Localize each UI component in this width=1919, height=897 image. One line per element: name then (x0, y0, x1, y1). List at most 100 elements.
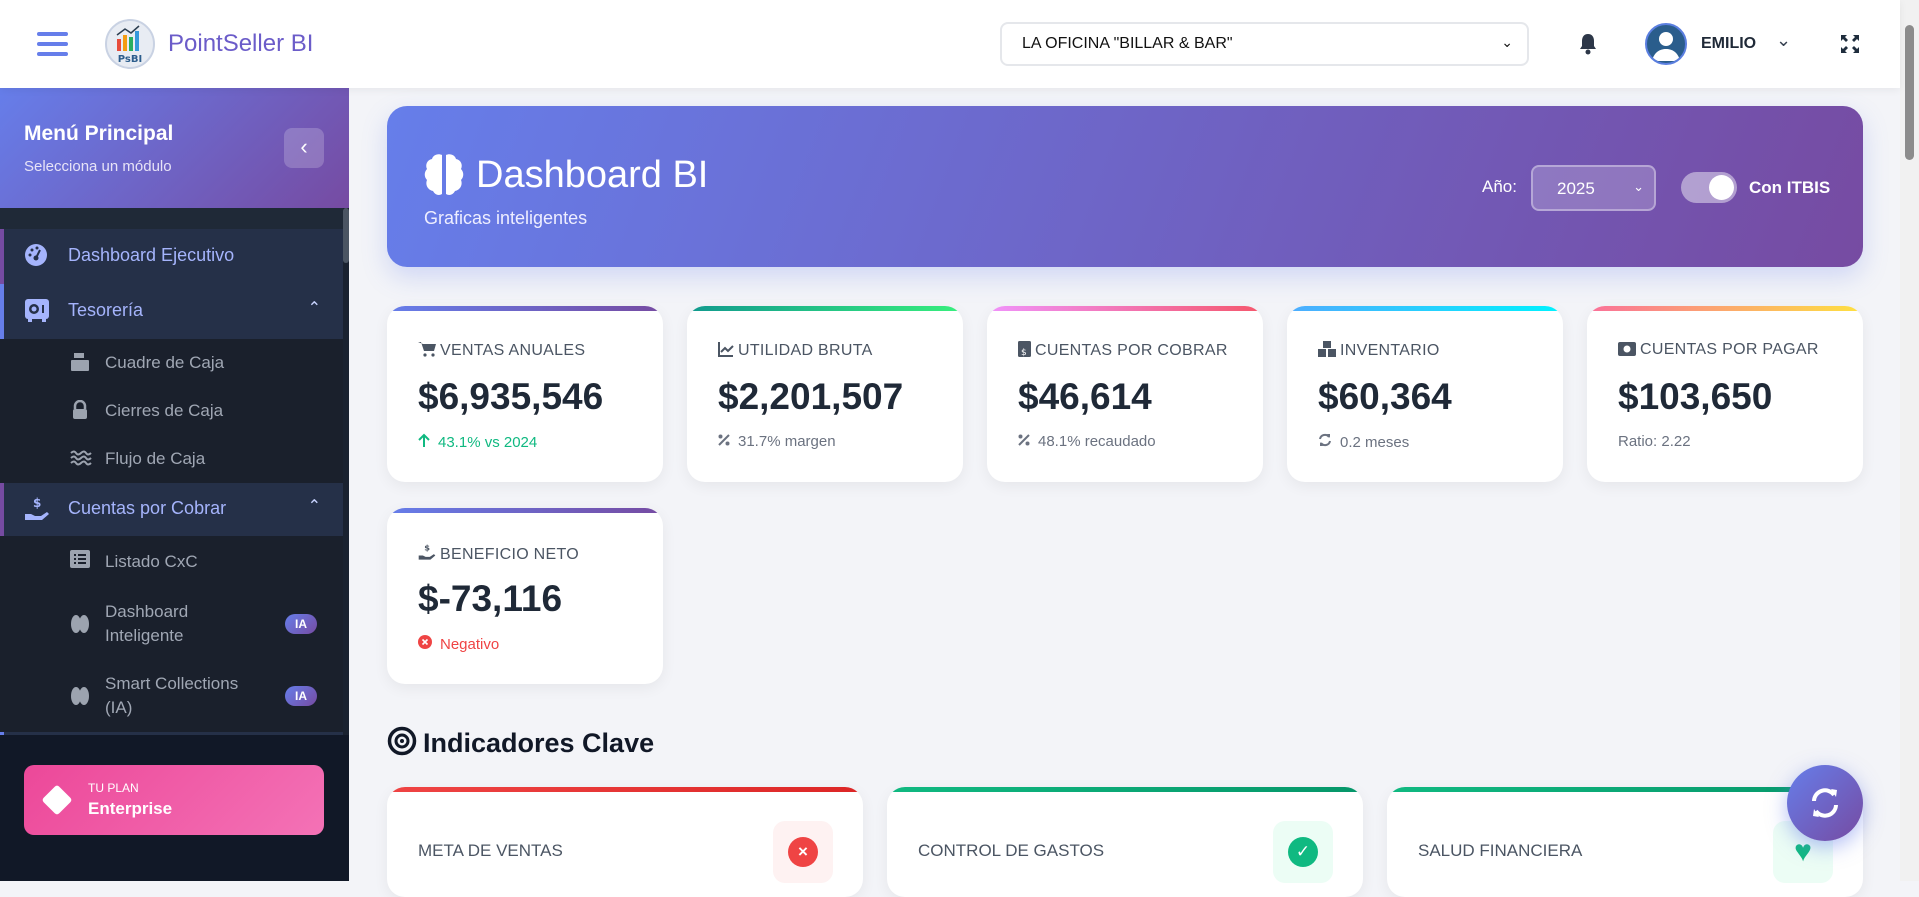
sync-icon (1318, 433, 1332, 451)
card-accent-bar (687, 306, 963, 311)
sidebar-scrollbar[interactable] (343, 208, 349, 735)
invoice-dollar-icon: $ (1018, 341, 1035, 359)
kpi-card: $ CUENTAS POR COBRAR $46,614 48.1% recaud… (987, 306, 1263, 482)
sidebar-header: Menú Principal Selecciona un módulo ‹ (0, 88, 349, 208)
itbis-toggle-label: Con ITBIS (1749, 178, 1831, 197)
kpi-subtext-value: 0.2 meses (1340, 434, 1410, 451)
page-scrollbar[interactable] (1900, 0, 1919, 881)
percent-icon (718, 433, 730, 450)
sidebar-item-tesoreria[interactable]: Tesorería ⌃ (0, 284, 343, 339)
sidebar-menu: Dashboard Ejecutivo Tesorería ⌃ Cuadre d… (0, 208, 349, 735)
plan-label: TU PLAN (88, 781, 139, 795)
kpi-card: $ BENEFICIO NETO $-73,116 Negativo (387, 508, 663, 684)
bullseye-icon (387, 726, 417, 756)
section-title-indicadores: Indicadores Clave (387, 726, 654, 759)
card-accent-bar (1387, 787, 1863, 792)
user-name[interactable]: EMILIO (1701, 35, 1757, 52)
kpi-subtext: Negativo (418, 635, 499, 653)
itbis-toggle[interactable] (1681, 172, 1737, 203)
kpi-label-text: VENTAS ANUALES (440, 342, 586, 359)
indicator-card: CONTROL DE GASTOS ✓ (887, 787, 1363, 897)
hamburger-menu-icon[interactable] (37, 32, 68, 56)
indicator-label: META DE VENTAS (418, 841, 563, 860)
chevron-down-icon: ⌄ (1501, 34, 1513, 50)
brain-icon (70, 614, 90, 634)
diamond-icon (41, 784, 73, 816)
indicator-label: SALUD FINANCIERA (1418, 841, 1583, 860)
kpi-label-text: CUENTAS POR PAGAR (1640, 341, 1819, 358)
fullscreen-icon[interactable] (1840, 34, 1860, 54)
kpi-subtext-value: Negativo (440, 636, 500, 653)
kpi-value: $46,614 (1018, 376, 1152, 417)
svg-text:$: $ (33, 496, 41, 510)
kpi-value: $103,650 (1618, 376, 1773, 417)
hand-dollar-icon: $ (418, 543, 440, 563)
kpi-subtext-value: 31.7% margen (738, 433, 836, 450)
sidebar: Menú Principal Selecciona un módulo ‹ Da… (0, 88, 349, 881)
page-title: Dashboard BI (476, 154, 709, 196)
kpi-subtext-value: 48.1% recaudado (1038, 433, 1156, 450)
kpi-label: VENTAS ANUALES (418, 341, 585, 360)
sidebar-subitem-label: Listado CxC (105, 552, 198, 571)
year-label: Año: (1482, 177, 1517, 196)
kpi-label: $ CUENTAS POR COBRAR (1018, 341, 1228, 360)
kpi-subtext: 0.2 meses (1318, 433, 1409, 451)
chevron-up-icon: ⌃ (307, 300, 321, 317)
kpi-label: INVENTARIO (1318, 341, 1440, 360)
ia-badge: IA (285, 614, 317, 634)
card-accent-bar (387, 508, 663, 513)
sidebar-subitem-label: Flujo de Caja (105, 449, 206, 468)
sidebar-item-next[interactable] (0, 732, 343, 735)
card-accent-bar (387, 306, 663, 311)
sidebar-item-label: Tesorería (68, 300, 144, 320)
sidebar-subitem-label: Cierres de Caja (105, 401, 224, 420)
user-chevron-down-icon[interactable]: ⌄ (1776, 30, 1792, 50)
sidebar-subitem-cierres-de-caja[interactable]: Cierres de Caja (0, 387, 343, 435)
sidebar-subitem-smart-collections[interactable]: Smart Collections (IA) IA (0, 660, 343, 732)
chart-line-icon (718, 342, 738, 359)
sidebar-subitem-label: Smart Collections (IA) (105, 672, 238, 720)
store-select[interactable]: LA OFICINA "BILLAR & BAR" ⌄ (1000, 22, 1529, 66)
boxes-icon (1318, 341, 1340, 359)
bell-icon[interactable] (1578, 32, 1598, 56)
kpi-label: $ BENEFICIO NETO (418, 543, 579, 564)
year-select[interactable]: 2025 ⌄ (1531, 165, 1656, 211)
label-line: Inteligente (105, 626, 184, 645)
page-subtitle: Graficas inteligentes (424, 208, 588, 228)
percent-icon (1018, 433, 1030, 450)
brand-name: PointSeller BI (168, 30, 314, 57)
sidebar-item-cuentas-por-cobrar[interactable]: $ Cuentas por Cobrar ⌃ (0, 483, 343, 536)
x-circle-icon: × (788, 837, 818, 867)
sidebar-subitem-cuadre-de-caja[interactable]: Cuadre de Caja (0, 339, 343, 387)
sidebar-subitem-label: Cuadre de Caja (105, 353, 225, 372)
kpi-subtext: 43.1% vs 2024 (418, 433, 537, 451)
label-line: Dashboard (105, 602, 189, 621)
sidebar-title: Menú Principal (24, 122, 174, 145)
kpi-subtext-value: 43.1% vs 2024 (438, 434, 538, 451)
lock-icon (70, 399, 90, 420)
sync-icon (1812, 788, 1838, 818)
refresh-button[interactable] (1787, 765, 1863, 841)
kpi-value: $60,364 (1318, 376, 1452, 417)
plan-card[interactable]: TU PLAN Enterprise (24, 765, 324, 835)
indicator-status-box: × (773, 821, 833, 883)
label-line: (IA) (105, 698, 133, 717)
chevron-down-icon: ⌄ (1633, 179, 1644, 194)
vault-icon (24, 298, 50, 324)
kpi-label-text: UTILIDAD BRUTA (738, 342, 873, 359)
kpi-card: VENTAS ANUALES $6,935,546 43.1% vs 2024 (387, 306, 663, 482)
sidebar-subitem-flujo-de-caja[interactable]: Flujo de Caja (0, 435, 343, 483)
user-avatar[interactable] (1645, 23, 1687, 65)
plan-value: Enterprise (88, 799, 173, 818)
x-circle-icon (418, 635, 432, 653)
card-accent-bar (387, 787, 863, 792)
sidebar-subitem-dashboard-inteligente[interactable]: Dashboard Inteligente IA (0, 588, 343, 660)
kpi-subtext: 48.1% recaudado (1018, 433, 1156, 450)
cart-icon (418, 342, 440, 359)
heartbeat-icon: ♥ (1794, 835, 1812, 868)
sidebar-subitem-listado-cxc[interactable]: Listado CxC (0, 536, 343, 588)
collapse-sidebar-button[interactable]: ‹ (284, 128, 324, 168)
sidebar-subtitle: Selecciona un módulo (24, 158, 172, 175)
sidebar-item-dashboard-ejecutivo[interactable]: Dashboard Ejecutivo (0, 229, 343, 284)
card-accent-bar (1587, 306, 1863, 311)
